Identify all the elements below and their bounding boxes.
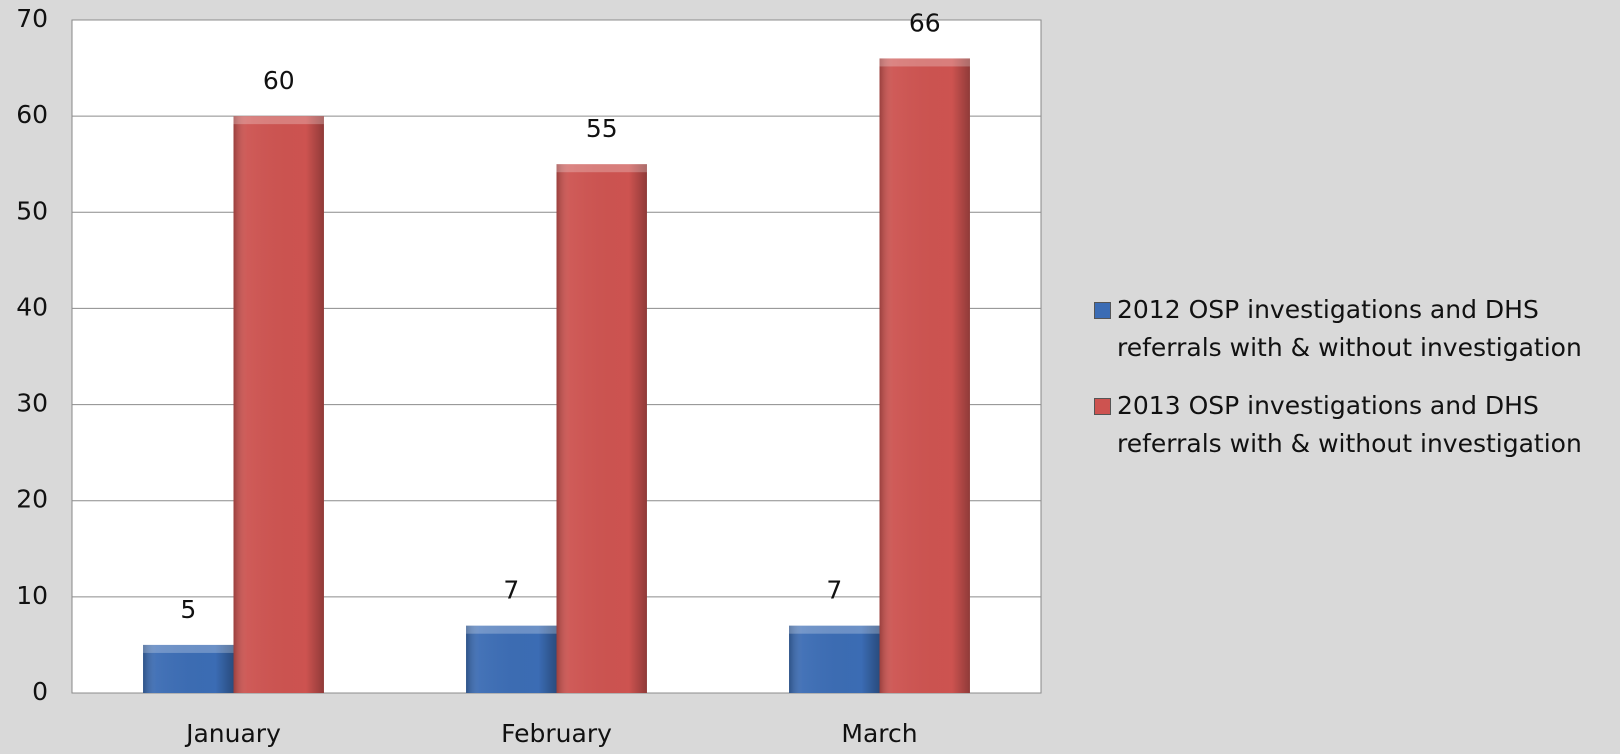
legend-swatch [1094,302,1111,319]
y-tick-label: 0 [32,677,48,706]
legend-swatch [1094,398,1111,415]
x-tick-label: March [841,719,917,748]
bar-shade [879,58,970,693]
legend-item: 2013 OSP investigations and DHS referral… [1094,387,1614,463]
legend-item: 2012 OSP investigations and DHS referral… [1094,291,1614,367]
bar-shade [466,625,557,693]
y-tick-label: 70 [16,4,48,33]
bar-shade [143,644,234,693]
bar-top [143,644,234,653]
y-tick-label: 30 [16,389,48,418]
data-label: 5 [180,595,196,624]
y-tick-label: 20 [16,485,48,514]
y-tick-label: 60 [16,100,48,129]
bar-top [879,58,970,67]
bar-top [233,116,324,125]
bar-shade [789,625,880,693]
y-tick-label: 10 [16,581,48,610]
bar-top [556,164,647,173]
bar-top [466,625,557,634]
legend-label: 2013 OSP investigations and DHS referral… [1117,391,1582,458]
data-label: 60 [263,66,295,95]
legend-label: 2012 OSP investigations and DHS referral… [1117,295,1582,362]
bar-top [789,625,880,634]
x-tick-label: January [184,719,281,748]
y-tick-label: 40 [16,292,48,321]
bar-shade [556,164,647,693]
x-tick-label: February [501,719,612,748]
data-label: 55 [586,114,618,143]
data-label: 7 [503,576,519,605]
data-label: 7 [826,576,842,605]
data-label: 66 [909,8,941,37]
bar-shade [233,116,324,693]
y-tick-label: 50 [16,196,48,225]
